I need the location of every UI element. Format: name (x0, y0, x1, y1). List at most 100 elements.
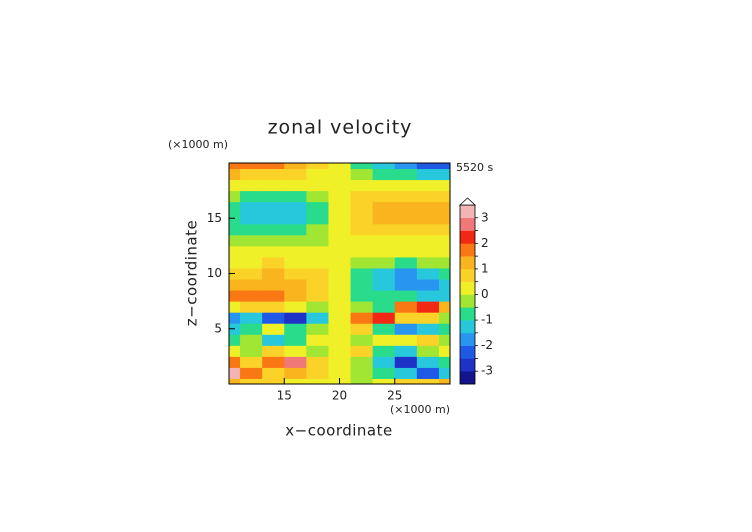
y-tick-label: 10 (207, 266, 222, 280)
contour-cell (262, 334, 285, 346)
contour-cell (262, 190, 285, 203)
contour-cell (394, 267, 418, 280)
colorbar-band (460, 371, 475, 385)
contour-cell (306, 345, 329, 357)
contour-cell (306, 334, 329, 346)
contour-cell (394, 290, 418, 302)
contour-cell (350, 201, 374, 214)
contour-cell (262, 323, 285, 335)
contour-cell (350, 378, 374, 384)
contour-cell (438, 301, 450, 313)
contour-cell (438, 279, 450, 291)
x-tick-label: 15 (277, 389, 292, 403)
contour-cell (284, 345, 307, 357)
contour-cell (240, 190, 263, 203)
contour-cell (438, 245, 450, 258)
contour-cell (416, 212, 440, 225)
contour-cell (372, 223, 396, 236)
contour-cell (438, 378, 450, 384)
contour-cell (416, 179, 440, 192)
contour-cell (229, 356, 241, 368)
contour-cell (284, 234, 307, 247)
contour-cell (328, 367, 352, 379)
contour-cell (306, 179, 329, 192)
contour-cell (328, 334, 352, 346)
contour-cell (240, 267, 263, 280)
contour-cell (372, 312, 396, 324)
y-tick-label: 15 (207, 211, 222, 225)
contour-cell (350, 301, 374, 313)
colorbar-tick-label: 3 (481, 210, 489, 224)
contour-cell (350, 190, 374, 203)
contour-cell (328, 301, 352, 313)
contour-cell (394, 163, 418, 170)
contour-cell (306, 163, 329, 170)
contour-cell (284, 223, 307, 236)
contour-cell (328, 223, 352, 236)
contour-cell (229, 190, 241, 203)
contour-cell (262, 267, 285, 280)
contour-cell (416, 201, 440, 214)
contour-cell (284, 301, 307, 313)
contour-cell (394, 256, 418, 269)
colorbar-tick-label: -1 (481, 313, 493, 327)
contour-cell (240, 245, 263, 258)
contour-field (229, 163, 450, 384)
contour-cell (262, 168, 285, 181)
contour-cell (416, 367, 440, 379)
contour-cell (372, 378, 396, 384)
contour-cell (328, 179, 352, 192)
contour-cell (229, 223, 241, 236)
contour-cell (262, 312, 285, 324)
contour-cell (372, 168, 396, 181)
contour-cell (394, 323, 418, 335)
contour-cell (416, 267, 440, 280)
colorbar-band (460, 358, 475, 372)
contour-cell (262, 256, 285, 269)
contour-cell (306, 301, 329, 313)
contour-cell (229, 234, 241, 247)
contour-cell (394, 367, 418, 379)
contour-cell (350, 179, 374, 192)
contour-cell (438, 201, 450, 214)
contour-cell (284, 212, 307, 225)
contour-cell (350, 212, 374, 225)
contour-cell (416, 323, 440, 335)
contour-cell (306, 245, 329, 258)
contour-cell (284, 312, 307, 324)
contour-cell (394, 245, 418, 258)
contour-cell (262, 179, 285, 192)
contour-cell (262, 223, 285, 236)
contour-cell (416, 279, 440, 291)
contour-cell (240, 212, 263, 225)
contour-cell (394, 345, 418, 357)
contour-cell (372, 234, 396, 247)
colorbar-band (460, 294, 475, 308)
contour-cell (438, 223, 450, 236)
contour-cell (394, 223, 418, 236)
contour-cell (229, 256, 241, 269)
contour-cell (372, 290, 396, 302)
contour-cell (328, 279, 352, 291)
contour-cell (394, 168, 418, 181)
colorbar-tick-label: 2 (481, 236, 489, 250)
contour-cell (262, 378, 285, 384)
contour-cell (262, 356, 285, 368)
contour-cell (328, 201, 352, 214)
contour-cell (438, 168, 450, 181)
contour-cell (350, 245, 374, 258)
time-label: 5520 s (456, 161, 493, 174)
colorbar-band (460, 243, 475, 257)
contour-cell (284, 163, 307, 170)
contour-cell (416, 334, 440, 346)
contour-cell (416, 345, 440, 357)
contour-cell (240, 290, 263, 302)
contour-cell (372, 323, 396, 335)
contour-cell (240, 256, 263, 269)
contour-cell (240, 356, 263, 368)
contour-cell (438, 234, 450, 247)
contour-cell (229, 334, 241, 346)
contour-cell (394, 301, 418, 313)
contour-cell (306, 212, 329, 225)
